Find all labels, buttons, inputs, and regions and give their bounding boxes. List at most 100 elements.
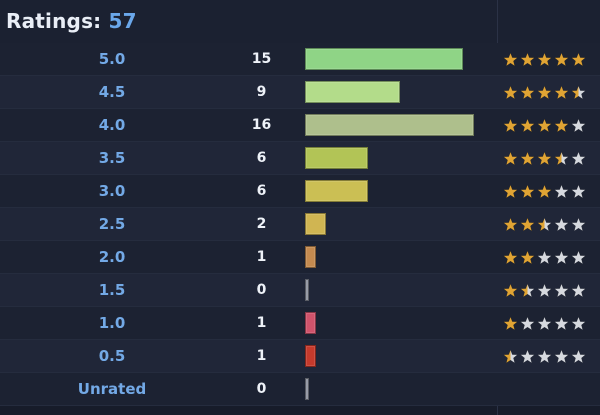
rating-count: 2 (256, 216, 267, 232)
rating-value[interactable]: 4.0 (98, 116, 126, 134)
rating-count: 6 (256, 183, 267, 199)
star-rating (497, 43, 600, 75)
star-rating (497, 340, 600, 372)
star-empty-icon (554, 249, 569, 264)
star-full-icon (571, 51, 586, 66)
distribution-bar-cell (299, 43, 497, 75)
rating-row: 4.5 9 (0, 76, 600, 109)
star-full-icon (554, 51, 569, 66)
rating-count: 1 (256, 249, 267, 265)
star-half-icon (503, 348, 518, 363)
rating-count: 0 (256, 381, 267, 397)
star-full-icon (520, 51, 535, 66)
rating-count: 0 (256, 282, 267, 298)
star-empty-icon (571, 282, 586, 297)
distribution-bar (305, 48, 463, 70)
distribution-bar (305, 246, 316, 268)
rating-row: 4.0 16 (0, 109, 600, 142)
distribution-bar (305, 114, 474, 136)
star-full-icon (503, 117, 518, 132)
rating-row: 5.0 15 (0, 43, 600, 76)
star-full-icon (537, 84, 552, 99)
star-empty-icon (537, 315, 552, 330)
star-full-icon (503, 150, 518, 165)
rating-count: 1 (256, 315, 267, 331)
star-full-icon (520, 216, 535, 231)
rating-value[interactable]: 5.0 (98, 50, 126, 68)
star-full-icon (503, 51, 518, 66)
star-empty-icon (571, 216, 586, 231)
distribution-bar (305, 378, 309, 400)
ratings-table: 5.0 15 4.5 9 4.0 16 3.5 6 3.0 6 2.5 2 2.0 1 1.5 0 1.0 1 0.… (0, 43, 600, 406)
rating-count: 15 (251, 51, 272, 67)
distribution-bar (305, 279, 309, 301)
rating-value[interactable]: 3.0 (98, 182, 126, 200)
rating-value[interactable]: 3.5 (98, 149, 126, 167)
distribution-bar (305, 180, 368, 202)
star-empty-icon (520, 315, 535, 330)
star-empty-icon (537, 249, 552, 264)
star-half-icon (520, 282, 535, 297)
star-rating (497, 76, 600, 108)
distribution-bar (305, 147, 368, 169)
distribution-bar-cell (299, 175, 497, 207)
ratings-title: Ratings: 57 (6, 9, 137, 33)
star-full-icon (537, 51, 552, 66)
ratings-header: Ratings: 57 (0, 0, 600, 44)
star-rating (497, 373, 600, 405)
star-half-icon (571, 84, 586, 99)
rating-value[interactable]: 4.5 (98, 83, 126, 101)
distribution-bar-cell (299, 109, 497, 141)
star-full-icon (537, 183, 552, 198)
distribution-bar (305, 81, 400, 103)
star-full-icon (503, 282, 518, 297)
star-half-icon (554, 150, 569, 165)
star-empty-icon (554, 183, 569, 198)
star-full-icon (503, 183, 518, 198)
distribution-bar (305, 312, 316, 334)
rating-row: 0.5 1 (0, 340, 600, 373)
rating-count: 1 (256, 348, 267, 364)
distribution-bar-cell (299, 307, 497, 339)
rating-value[interactable]: 2.5 (98, 215, 126, 233)
ratings-total: 57 (108, 9, 137, 33)
star-full-icon (520, 117, 535, 132)
rating-value[interactable]: 1.0 (98, 314, 126, 332)
star-rating (497, 142, 600, 174)
rating-value[interactable]: 1.5 (98, 281, 126, 299)
star-rating (497, 175, 600, 207)
rating-value[interactable]: Unrated (77, 380, 147, 398)
star-full-icon (503, 315, 518, 330)
star-full-icon (503, 216, 518, 231)
star-empty-icon (571, 117, 586, 132)
rating-row: 1.5 0 (0, 274, 600, 307)
rating-count: 6 (256, 150, 267, 166)
distribution-bar (305, 213, 326, 235)
distribution-bar-cell (299, 241, 497, 273)
star-rating (497, 307, 600, 339)
rating-row: 3.5 6 (0, 142, 600, 175)
rating-row: 1.0 1 (0, 307, 600, 340)
rating-value[interactable]: 0.5 (98, 347, 126, 365)
distribution-bar-cell (299, 340, 497, 372)
star-empty-icon (537, 348, 552, 363)
star-empty-icon (571, 348, 586, 363)
star-rating (497, 241, 600, 273)
rating-row: 3.0 6 (0, 175, 600, 208)
star-empty-icon (571, 183, 586, 198)
distribution-bar-cell (299, 76, 497, 108)
distribution-bar (305, 345, 316, 367)
star-full-icon (520, 84, 535, 99)
distribution-bar-cell (299, 373, 497, 405)
star-full-icon (520, 183, 535, 198)
rating-row: 2.0 1 (0, 241, 600, 274)
star-full-icon (554, 84, 569, 99)
distribution-bar-cell (299, 142, 497, 174)
star-empty-icon (554, 315, 569, 330)
rating-value[interactable]: 2.0 (98, 248, 126, 266)
star-full-icon (537, 150, 552, 165)
star-full-icon (520, 150, 535, 165)
star-empty-icon (571, 249, 586, 264)
star-full-icon (503, 249, 518, 264)
star-empty-icon (554, 282, 569, 297)
